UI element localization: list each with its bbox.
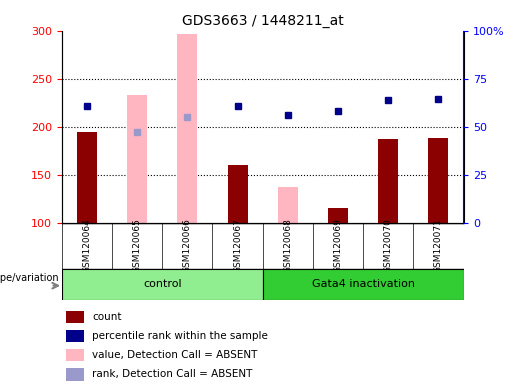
Text: GSM120071: GSM120071: [434, 218, 443, 273]
Bar: [328, 208, 348, 223]
Title: GDS3663 / 1448211_at: GDS3663 / 1448211_at: [182, 14, 344, 28]
FancyBboxPatch shape: [62, 269, 263, 300]
Bar: [66, 311, 83, 323]
FancyBboxPatch shape: [263, 269, 464, 300]
Bar: [77, 131, 97, 223]
Text: value, Detection Call = ABSENT: value, Detection Call = ABSENT: [93, 350, 258, 360]
Text: GSM120067: GSM120067: [233, 218, 242, 273]
Bar: [66, 349, 83, 361]
Text: control: control: [143, 279, 181, 289]
Text: count: count: [93, 312, 122, 322]
Text: GSM120070: GSM120070: [384, 218, 392, 273]
Text: Gata4 inactivation: Gata4 inactivation: [312, 279, 415, 289]
Bar: [177, 34, 197, 223]
Bar: [66, 368, 83, 381]
Bar: [428, 138, 449, 223]
Bar: [66, 330, 83, 342]
Text: rank, Detection Call = ABSENT: rank, Detection Call = ABSENT: [93, 369, 253, 379]
Bar: [378, 139, 398, 223]
Bar: [127, 95, 147, 223]
Text: GSM120068: GSM120068: [283, 218, 292, 273]
Text: GSM120069: GSM120069: [334, 218, 342, 273]
Text: GSM120066: GSM120066: [183, 218, 192, 273]
Text: percentile rank within the sample: percentile rank within the sample: [93, 331, 268, 341]
Bar: [278, 187, 298, 223]
Text: genotype/variation: genotype/variation: [0, 273, 59, 283]
Text: GSM120065: GSM120065: [133, 218, 142, 273]
Text: GSM120064: GSM120064: [82, 218, 91, 273]
Bar: [228, 165, 248, 223]
